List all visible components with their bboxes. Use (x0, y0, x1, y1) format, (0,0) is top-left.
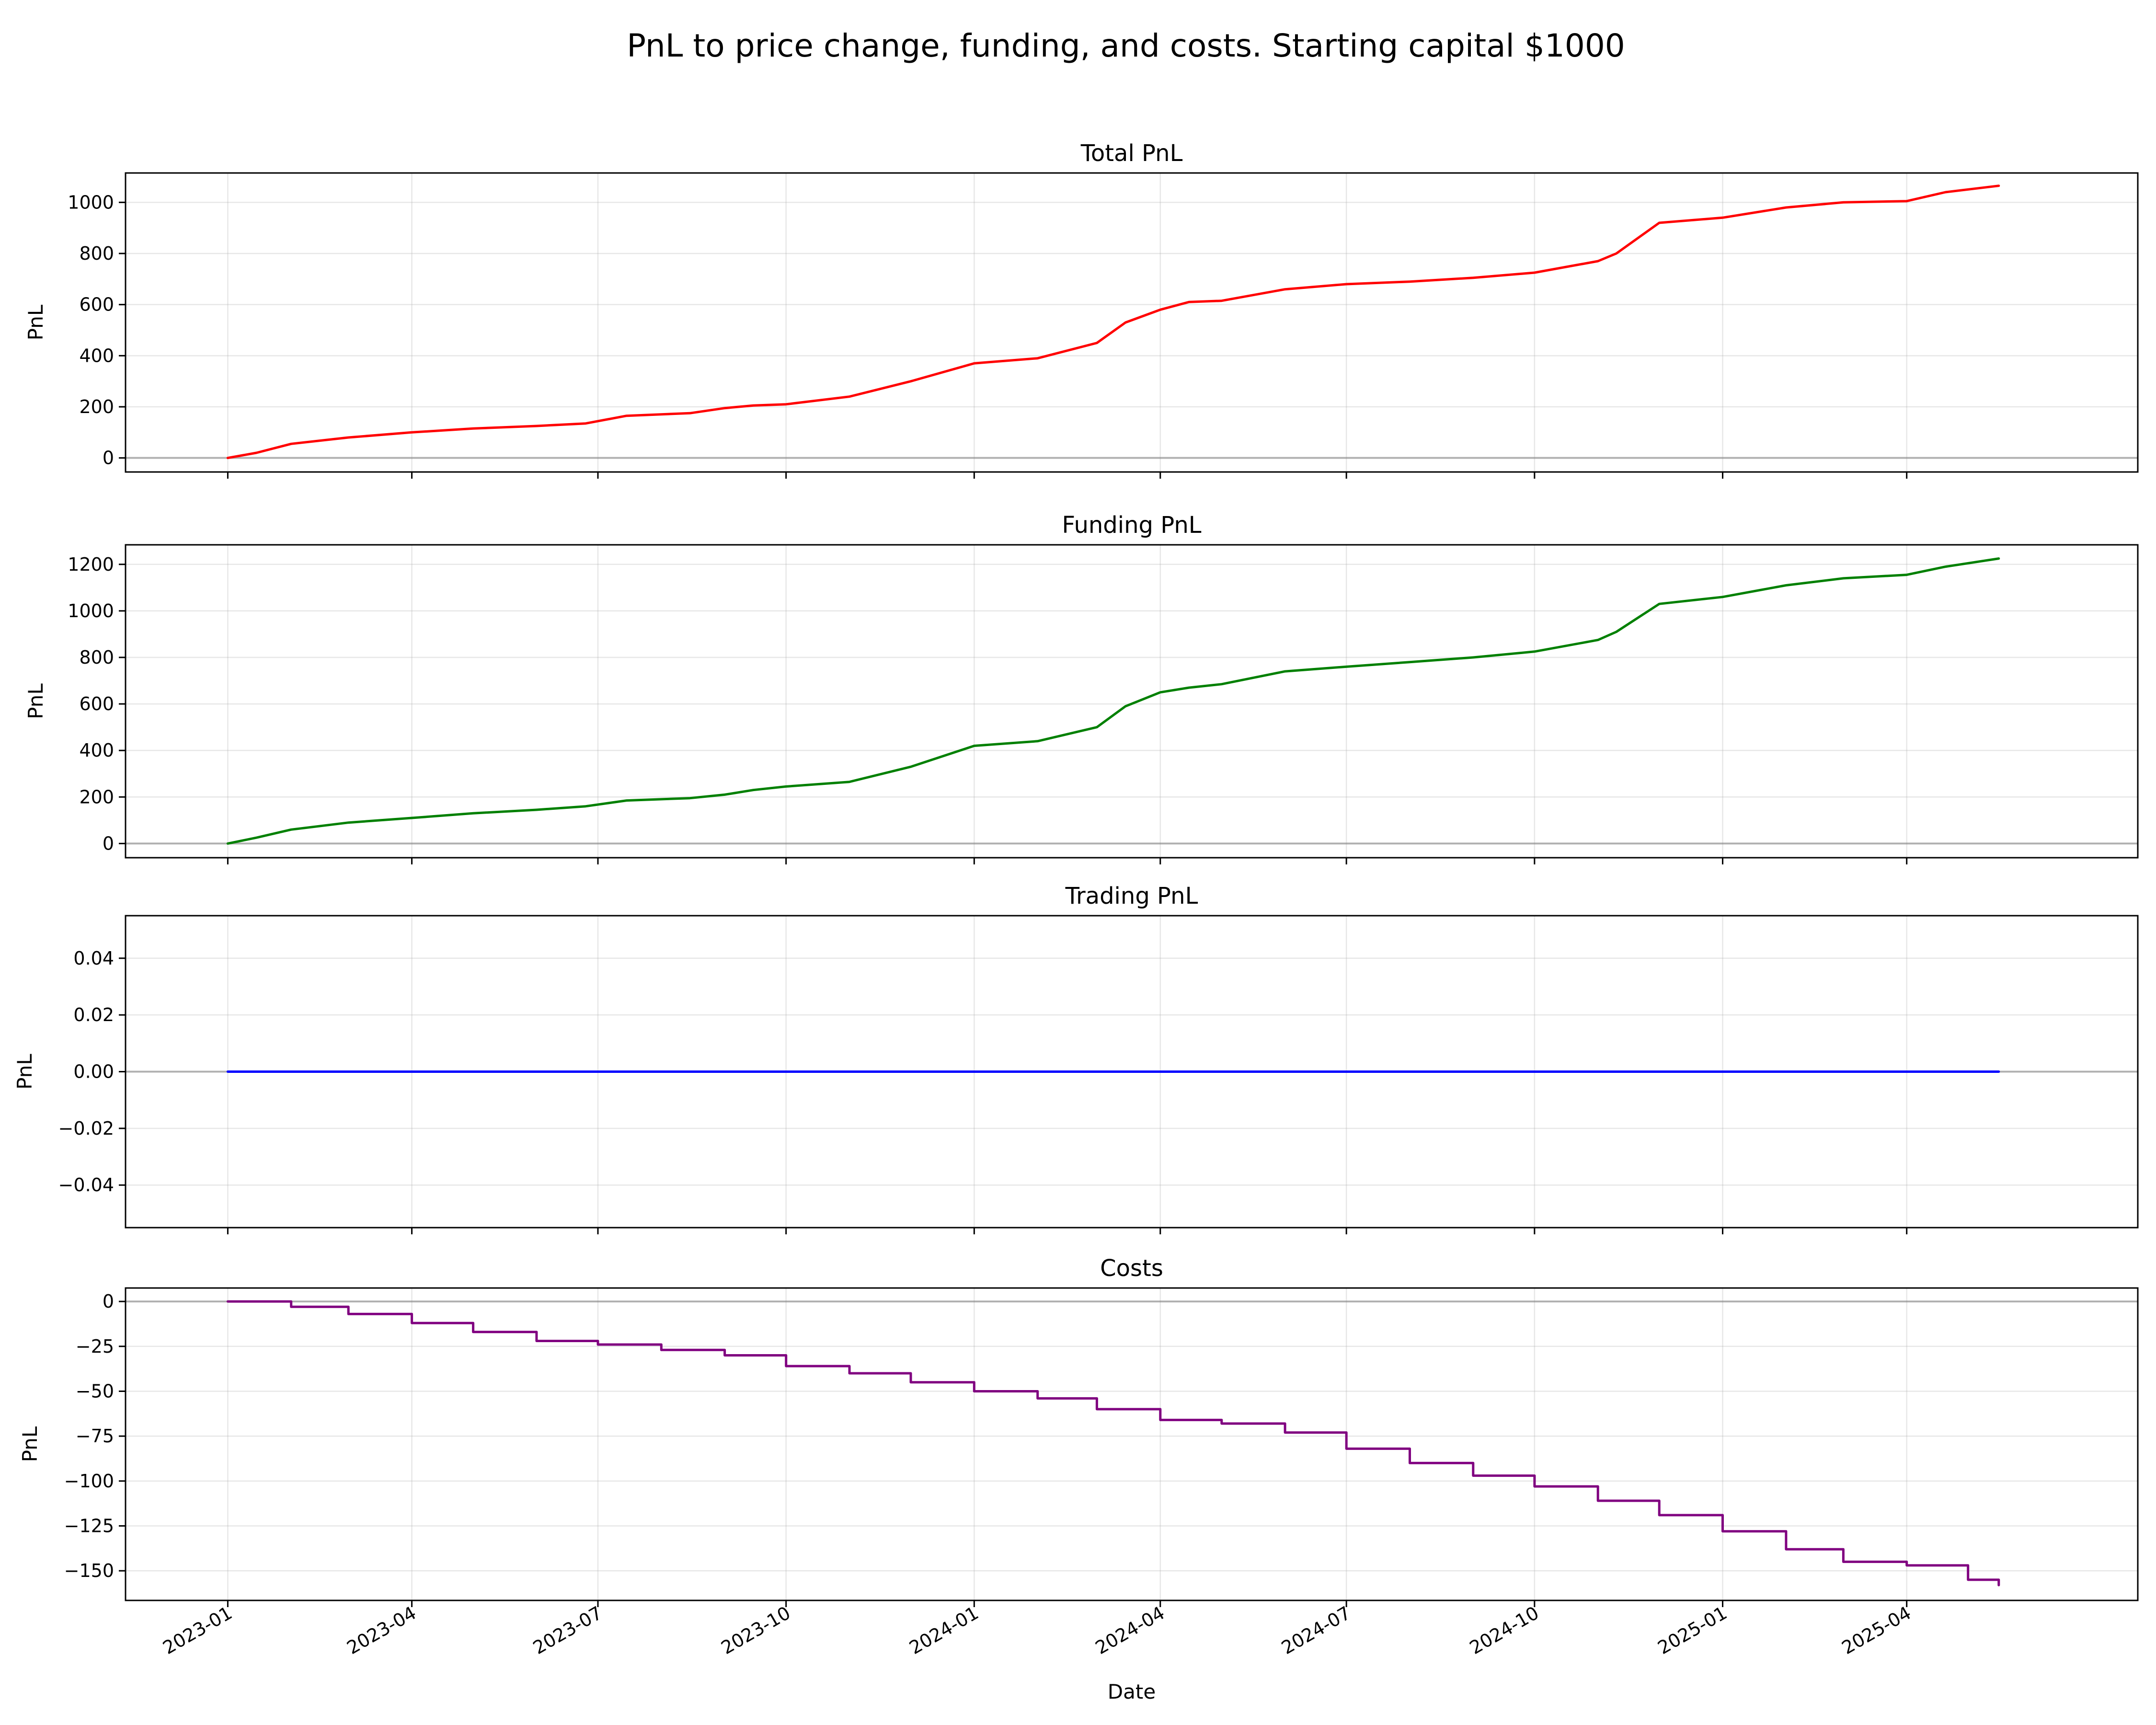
axes-frame (125, 915, 2139, 1229)
y-tick-label: −50 (76, 1380, 114, 1402)
y-tick-label: 400 (79, 345, 114, 366)
series-line-total-pnl (226, 184, 2000, 460)
subplot-title: Costs (1100, 1255, 1163, 1282)
y-tick-label: 0.04 (73, 948, 114, 969)
y-tick-label: 600 (79, 294, 114, 315)
y-tick-label: −0.04 (58, 1174, 114, 1196)
y-tick-label: 800 (79, 243, 114, 264)
y-tick-label: 800 (79, 647, 114, 668)
y-tick-label: 200 (79, 396, 114, 417)
y-tick-label: −125 (64, 1515, 114, 1536)
figure-title: PnL to price change, funding, and costs.… (627, 27, 1625, 64)
axes-frame (125, 544, 2139, 859)
axes-frame (125, 172, 2139, 473)
y-tick-label: 200 (79, 786, 114, 807)
x-axis-label: Date (1108, 1680, 1156, 1703)
y-axis-label: PnL (24, 683, 47, 719)
y-tick-label: 400 (79, 740, 114, 761)
y-axis-label: PnL (13, 1054, 36, 1090)
subplot-title: Total PnL (1080, 140, 1183, 167)
subplot-title: Funding PnL (1062, 512, 1201, 539)
subplot-2: 0 200 400 600 800 1000 1200 Funding PnL PnL (24, 512, 2139, 864)
subplot-title: Trading PnL (1065, 883, 1198, 909)
y-tick-label: −100 (64, 1471, 114, 1492)
y-tick-label: 0.02 (73, 1004, 114, 1025)
y-tick-label: 1200 (68, 554, 114, 575)
y-tick-label: 0.00 (73, 1061, 114, 1082)
y-tick-label: −75 (76, 1426, 114, 1447)
y-tick-label: 0 (103, 833, 114, 854)
y-tick-label: 1000 (68, 600, 114, 621)
y-tick-label: 0 (103, 1291, 114, 1312)
subplot-1: 0 200 400 600 800 1000 Total PnL PnL (24, 140, 2139, 479)
axes-frame (125, 1287, 2139, 1601)
y-axis-label: PnL (24, 304, 47, 340)
series-line-costs (226, 1300, 2000, 1587)
y-tick-label: −25 (76, 1336, 114, 1357)
y-tick-label: −150 (64, 1560, 114, 1581)
y-tick-label: 0 (103, 448, 114, 469)
y-tick-label: −0.02 (58, 1118, 114, 1139)
y-axis-label: PnL (18, 1426, 42, 1462)
series-line-funding-pnl (226, 557, 2000, 845)
subplot-3: −0.04 −0.02 0.00 0.02 0.04 Trading PnL PnL (13, 883, 2139, 1234)
y-tick-label: 600 (79, 693, 114, 714)
y-tick-label: 1000 (68, 192, 114, 213)
